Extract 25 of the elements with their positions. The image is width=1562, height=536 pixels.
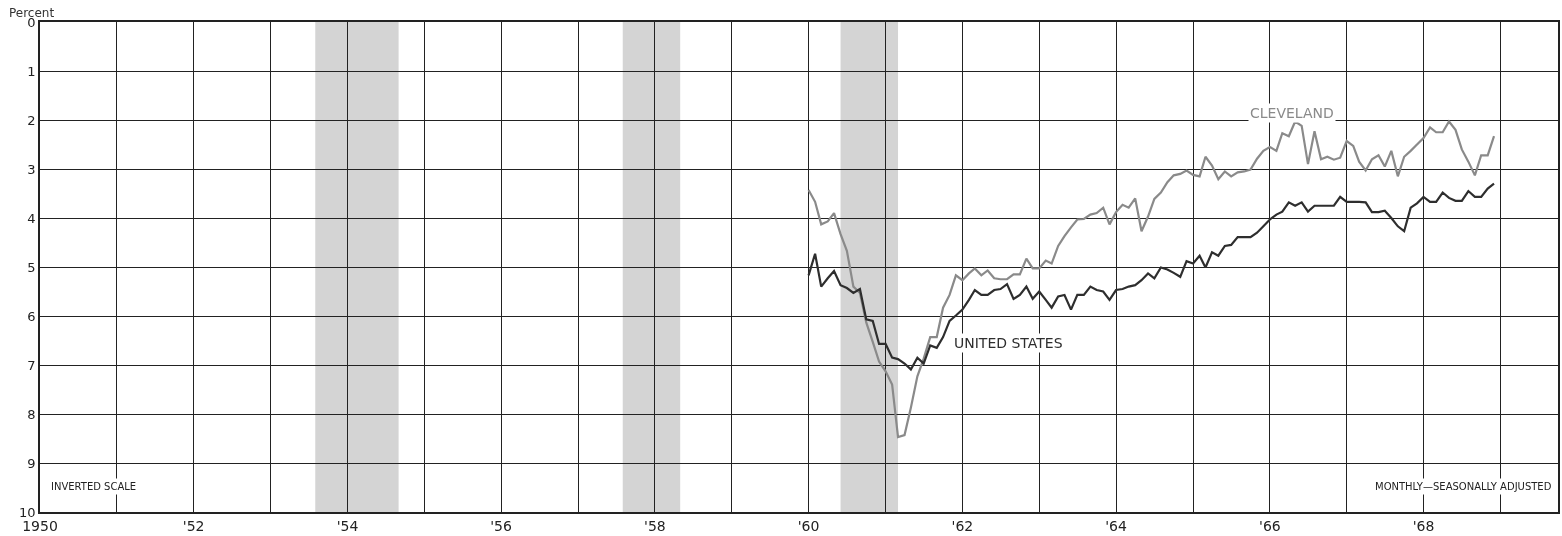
- x-tick-label: '62: [951, 517, 974, 534]
- series-label: UNITED STATES: [954, 335, 1063, 351]
- y-tick-label: 6: [27, 308, 36, 324]
- y-tick-label: 9: [27, 455, 36, 471]
- y-tick-label: 10: [19, 504, 36, 520]
- y-tick-label: 8: [27, 406, 36, 422]
- line-series: [807, 120, 1496, 439]
- x-tick-label: '66: [1259, 517, 1281, 534]
- x-tick-label: '52: [182, 517, 205, 534]
- y-tick-label: 1: [27, 63, 36, 79]
- y-tick-label: 3: [27, 161, 36, 177]
- x-tick-label: '64: [1105, 517, 1127, 534]
- x-tick-label: '68: [1412, 517, 1435, 534]
- x-tick-label: 1950: [22, 517, 58, 534]
- x-tick-label: '54: [336, 517, 359, 534]
- x-tick-label: '56: [490, 517, 513, 534]
- annotation: INVERTED SCALE: [51, 481, 137, 492]
- y-tick-label: 5: [27, 259, 36, 275]
- annotation: MONTHLY—SEASONALLY ADJUSTED: [1375, 481, 1552, 492]
- y-tick-label: 2: [27, 112, 36, 128]
- y-tick-label: 4: [27, 210, 36, 226]
- series-label: CLEVELAND: [1250, 105, 1334, 121]
- y-tick-label: 7: [27, 357, 36, 373]
- x-tick-label: '60: [797, 517, 820, 534]
- x-tick-label: '58: [644, 517, 666, 534]
